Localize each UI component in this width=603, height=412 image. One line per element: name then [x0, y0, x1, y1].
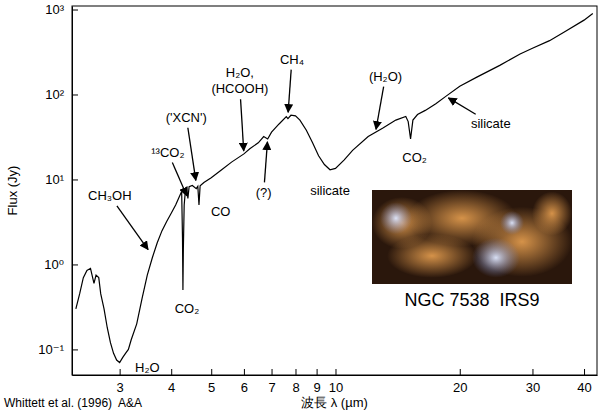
annotation-label: (H₂O) [369, 69, 402, 84]
annotation-label: (?) [256, 185, 272, 200]
y-tick: 10¹ [45, 172, 78, 187]
x-tick-mark [317, 369, 318, 375]
x-tick-label: 7 [268, 380, 275, 395]
annotation-label: H₂O [135, 360, 160, 375]
inset-glow [380, 202, 412, 234]
x-tick: 6 [241, 369, 248, 395]
y-tick-label: 10⁻¹ [38, 342, 64, 357]
annotation-label: ('XCN') [166, 110, 207, 125]
x-tick-mark [460, 369, 461, 375]
y-axis-line [72, 7, 73, 376]
y-tick-mark [72, 94, 78, 95]
y-tick-mark [72, 179, 78, 180]
y-tick-mark [72, 264, 78, 265]
inset-background [372, 190, 572, 284]
annotation-arrow [264, 142, 267, 182]
x-tick-label: 9 [313, 380, 320, 395]
annotation-label: CH₄ [280, 52, 304, 67]
inset-image [372, 190, 572, 284]
x-tick-label: 4 [168, 380, 175, 395]
annotation-label: silicate [471, 116, 511, 131]
y-tick-mark [72, 349, 78, 350]
y-tick-label: 10³ [45, 2, 64, 17]
x-axis-line [73, 375, 598, 376]
plot-frame [72, 6, 597, 375]
x-tick: 4 [168, 369, 175, 395]
inset-glow [472, 238, 520, 278]
annotations: CH₃OH H₂O ¹³CO₂ ('XCN') CO CO₂ H₂O,(HCOOH) CH₄ (… [88, 52, 511, 375]
data-layer [76, 13, 593, 362]
annotation-arrow [241, 99, 244, 151]
y-tick-label: 10¹ [45, 172, 64, 187]
y-tick: 10⁻¹ [38, 342, 78, 357]
annotation-arrow [448, 98, 475, 114]
spectrum-line [76, 13, 593, 362]
x-tick-label: 10 [329, 380, 343, 395]
x-tick-mark [171, 369, 172, 375]
x-tick: 40 [577, 369, 591, 395]
y-axis: 10⁻¹ 10⁰ 10¹ 10² 10³ [38, 2, 78, 375]
chart-svg: NGC 7538 IRS934567891020304010⁻¹10⁰10¹10… [0, 0, 603, 412]
inset-glow [500, 211, 524, 235]
x-tick-label: 20 [453, 380, 467, 395]
x-tick: 9 [313, 369, 320, 395]
annotation-arrow [188, 128, 196, 181]
source-note: Whittett et al. (1996) A&A [4, 396, 142, 410]
annotation-label: silicate [310, 183, 350, 198]
annotation-label: ¹³CO₂ [151, 145, 184, 160]
x-tick-label: 30 [526, 380, 540, 395]
y-tick-mark [72, 10, 78, 11]
annotation-label: CH₃OH [88, 188, 132, 203]
x-tick: 5 [208, 369, 215, 395]
inset-glow [532, 192, 572, 236]
x-tick: 30 [526, 369, 540, 395]
annotation-label: (HCOOH) [211, 81, 268, 96]
x-tick-label: 8 [292, 380, 299, 395]
x-tick: 3 [117, 369, 124, 395]
x-tick-label: 40 [577, 380, 591, 395]
x-tick-mark [295, 369, 296, 375]
annotation-arrow [288, 70, 291, 113]
x-tick: 10 [329, 369, 343, 395]
y-tick-label: 10⁰ [44, 257, 64, 272]
y-axis-title: Flux (Jy) [5, 166, 20, 216]
x-tick-mark [584, 369, 585, 375]
annotation-label: CO [211, 204, 231, 219]
x-tick: 20 [453, 369, 467, 395]
x-tick-label: 5 [208, 380, 215, 395]
annotation-label: CO₂ [175, 301, 200, 316]
x-axis-title: 波長 λ (µm) [301, 395, 368, 410]
x-tick-label: 3 [117, 380, 124, 395]
inset-glow [387, 234, 477, 278]
annotation-arrow [376, 87, 384, 130]
y-tick: 10² [45, 87, 78, 102]
x-tick-label: 6 [241, 380, 248, 395]
x-tick-mark [532, 369, 533, 375]
x-tick: 8 [292, 369, 299, 395]
x-tick: 7 [268, 369, 275, 395]
y-tick: 10⁰ [44, 257, 78, 272]
x-tick-mark [244, 369, 245, 375]
x-tick-mark [335, 369, 336, 375]
annotation-arrow [172, 163, 186, 196]
x-tick-mark [211, 369, 212, 375]
x-tick-mark [120, 369, 121, 375]
plot-area: NGC 7538 IRS934567891020304010⁻¹10⁰10¹10… [38, 2, 597, 395]
y-tick: 10³ [45, 2, 78, 17]
y-tick-label: 10² [45, 87, 64, 102]
inset-caption: NGC 7538 IRS9 [404, 290, 539, 310]
x-tick-mark [272, 369, 273, 375]
annotation-label: H₂O, [226, 65, 254, 80]
annotation-label: CO₂ [402, 150, 427, 165]
annotation-arrow [117, 206, 148, 250]
chart-root: NGC 7538 IRS934567891020304010⁻¹10⁰10¹10… [0, 0, 603, 412]
